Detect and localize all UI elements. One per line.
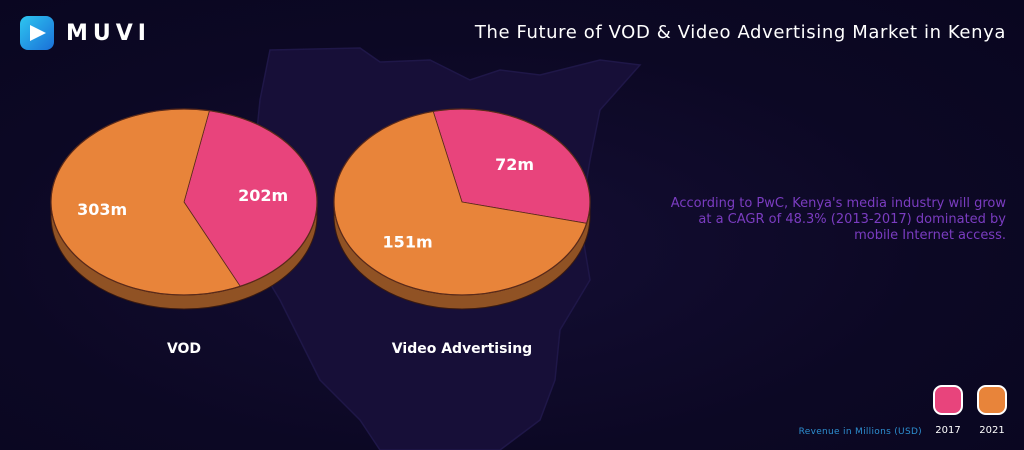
- page-title: The Future of VOD & Video Advertising Ma…: [474, 22, 1006, 43]
- pie-video-advertising-label-2021: 151m: [383, 232, 433, 251]
- pie-vod: 202m 303m: [50, 108, 318, 310]
- pie-video-advertising-label-2017: 72m: [495, 155, 534, 174]
- chart-title-video-advertising: Video Advertising: [391, 341, 533, 357]
- legend-swatch-2021: [977, 385, 1007, 415]
- chart-title-vod: VOD: [166, 341, 202, 357]
- revenue-units-note: Revenue in Millions (USD): [798, 427, 922, 437]
- pie-vod-rim: [50, 108, 318, 296]
- pie-vod-label-2021: 303m: [77, 200, 127, 219]
- pie-video-advertising-rim: [333, 108, 591, 296]
- pie-vod-label-2017: 202m: [238, 186, 288, 205]
- muvi-logo: MUVI: [18, 14, 151, 52]
- brand-name: MUVI: [66, 20, 151, 46]
- legend-label-2017: 2017: [935, 425, 961, 436]
- muvi-logo-icon: [20, 16, 54, 50]
- legend-swatch-2017: [933, 385, 963, 415]
- legend-label-2021: 2021: [979, 425, 1005, 436]
- pwc-note: According to PwC, Kenya's media industry…: [670, 196, 1006, 243]
- pie-video-advertising: 72m 151m: [333, 108, 591, 310]
